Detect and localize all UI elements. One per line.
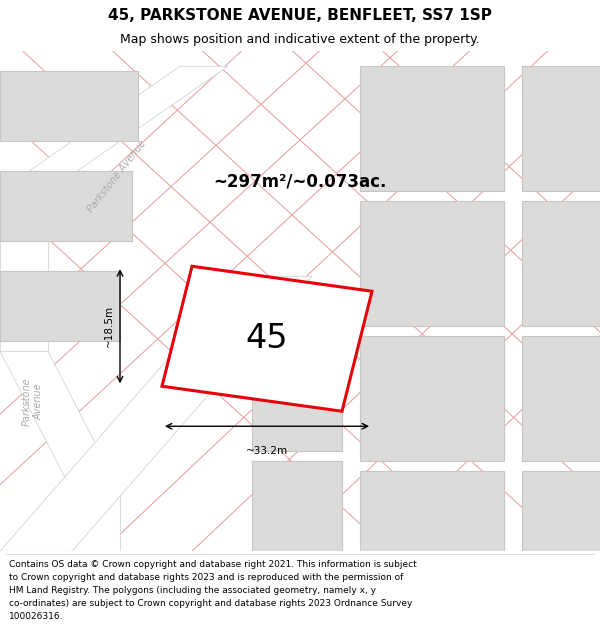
Polygon shape — [522, 471, 600, 551]
Polygon shape — [360, 66, 504, 191]
Text: HM Land Registry. The polygons (including the associated geometry, namely x, y: HM Land Registry. The polygons (includin… — [9, 586, 376, 595]
Text: Contains OS data © Crown copyright and database right 2021. This information is : Contains OS data © Crown copyright and d… — [9, 560, 417, 569]
Polygon shape — [0, 171, 132, 241]
Text: Map shows position and indicative extent of the property.: Map shows position and indicative extent… — [120, 34, 480, 46]
Polygon shape — [0, 271, 120, 341]
Polygon shape — [0, 71, 138, 141]
Polygon shape — [522, 336, 600, 461]
Text: to Crown copyright and database rights 2023 and is reproduced with the permissio: to Crown copyright and database rights 2… — [9, 573, 403, 582]
Polygon shape — [360, 471, 504, 551]
Polygon shape — [0, 66, 228, 191]
Text: Parkstone Avenue: Parkstone Avenue — [86, 138, 148, 214]
Text: Parkstone
Avenue: Parkstone Avenue — [22, 377, 44, 426]
Polygon shape — [162, 266, 372, 411]
Polygon shape — [0, 351, 120, 491]
Polygon shape — [252, 461, 342, 551]
Polygon shape — [72, 491, 120, 551]
Polygon shape — [360, 201, 504, 326]
Text: ~33.2m: ~33.2m — [246, 446, 288, 456]
Polygon shape — [522, 66, 600, 191]
Polygon shape — [360, 336, 504, 461]
Polygon shape — [0, 191, 48, 351]
Polygon shape — [0, 276, 312, 551]
Text: 45: 45 — [246, 322, 288, 355]
Text: co-ordinates) are subject to Crown copyright and database rights 2023 Ordnance S: co-ordinates) are subject to Crown copyr… — [9, 599, 412, 608]
Text: ~297m²/~0.073ac.: ~297m²/~0.073ac. — [214, 173, 386, 190]
Polygon shape — [252, 341, 342, 451]
Text: ~18.5m: ~18.5m — [104, 305, 114, 348]
Polygon shape — [522, 201, 600, 326]
Text: 100026316.: 100026316. — [9, 612, 64, 621]
Text: 45, PARKSTONE AVENUE, BENFLEET, SS7 1SP: 45, PARKSTONE AVENUE, BENFLEET, SS7 1SP — [108, 8, 492, 23]
